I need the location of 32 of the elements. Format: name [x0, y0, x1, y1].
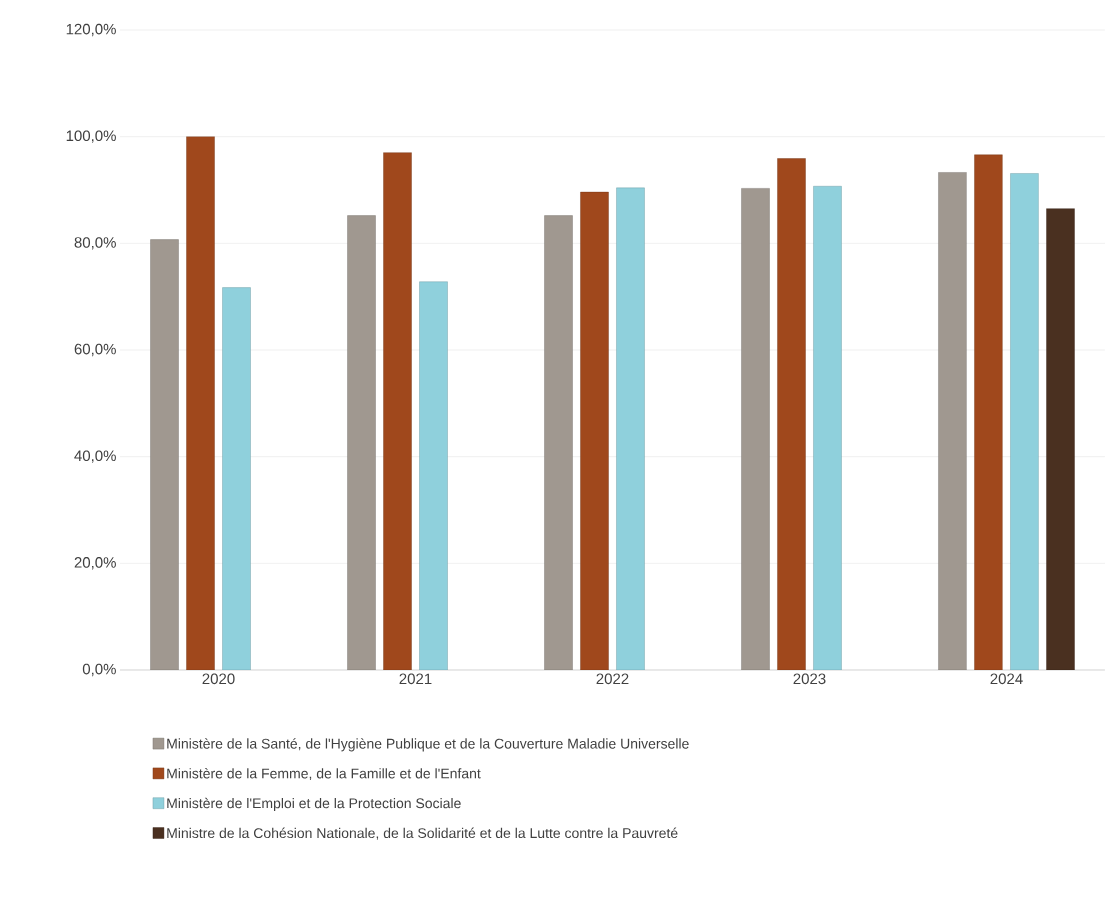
x-tick-label: 2020 — [202, 673, 235, 685]
bar — [150, 239, 179, 670]
bar — [813, 186, 842, 670]
x-tick-label: 2022 — [596, 673, 629, 685]
y-tick-label: 20,0% — [74, 557, 116, 570]
bar — [777, 158, 806, 670]
bar — [186, 136, 215, 670]
bar — [544, 215, 573, 670]
x-tick-label: 2023 — [793, 673, 826, 685]
bar — [347, 215, 376, 670]
x-tick-label: 2024 — [990, 673, 1023, 685]
y-tick-label: 80,0% — [74, 237, 116, 250]
y-tick-label: 100,0% — [66, 130, 116, 143]
legend-label: Ministre de la Cohésion Nationale, de la Solidarité et de la Lutte contre la Pauvreté — [167, 827, 678, 840]
y-tick-label: 40,0% — [74, 450, 116, 463]
legend-label: Ministère de l'Emploi et de la Protection Sociale — [167, 797, 461, 812]
y-tick-label: 60,0% — [74, 343, 116, 357]
y-tick-label: 0,0% — [82, 663, 116, 677]
bar — [383, 152, 412, 670]
bar — [1046, 208, 1075, 670]
bar — [938, 172, 967, 670]
bar — [974, 154, 1003, 670]
y-tick-label: 120,0% — [66, 23, 116, 37]
legend-label: Ministère de la Santé, de l'Hygiène Publique et de la Couverture Maladie Universelle — [167, 738, 689, 752]
bar — [580, 191, 609, 670]
bar — [616, 187, 645, 670]
bar — [419, 281, 448, 670]
bar — [1010, 173, 1039, 670]
x-tick-label: 2021 — [399, 673, 432, 685]
bar — [741, 188, 770, 670]
bar — [222, 287, 251, 670]
legend-label: Ministère de la Femme, de la Famille et de l'Enfant — [167, 767, 481, 781]
